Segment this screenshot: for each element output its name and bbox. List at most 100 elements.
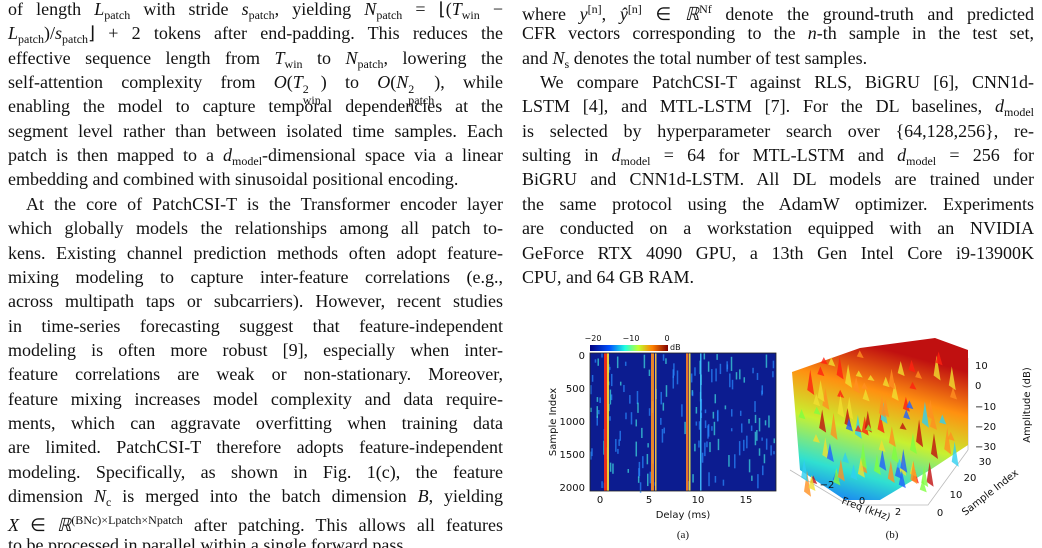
- heatmap-cell: [715, 368, 717, 382]
- text-run: ℝ: [684, 4, 700, 24]
- surface-facet: [948, 366, 956, 391]
- text-run: −: [479, 0, 503, 19]
- heatmap-cell: [711, 426, 713, 431]
- heatmap-cell: [773, 438, 776, 444]
- heatmap-stripe: [689, 353, 691, 491]
- text-run: d: [611, 145, 621, 166]
- heatmap-cell: [694, 443, 696, 452]
- heatmap-stripe: [604, 353, 607, 491]
- x-axis-label: Delay (ms): [656, 510, 711, 521]
- heatmap-cell: [698, 421, 701, 430]
- text-run: (: [286, 72, 293, 93]
- text-run: effective sequence length from: [8, 47, 275, 68]
- text-run: CPU, and 64 GB RAM.: [522, 266, 695, 287]
- heatmap-cell: [695, 421, 698, 426]
- x-tick-label: 10: [692, 495, 705, 506]
- surface-facet: [888, 368, 896, 390]
- heatmap-cell: [623, 384, 625, 393]
- text-run: model: [906, 154, 937, 169]
- heatmap-stripe: [607, 353, 609, 491]
- surface-facet: [898, 470, 906, 489]
- text-line: modeling is often more robust [9], espec…: [8, 338, 503, 362]
- surface-facet: [926, 461, 934, 487]
- text-run: At the core of PatchCSI-T is the Transfo…: [26, 193, 503, 214]
- heatmap-cell: [754, 431, 757, 446]
- heatmap-cell: [730, 356, 733, 371]
- text-run: BiGRU and CNN1d-LSTM. All DL models are …: [522, 169, 1034, 190]
- text-run: N: [396, 72, 409, 93]
- text-line: the same protocol using the AdamW optimi…: [522, 192, 1034, 216]
- text-run: ) to: [320, 72, 378, 93]
- heatmap-cell: [703, 353, 706, 360]
- heatmap-cell: [761, 437, 763, 441]
- z-tick-label: −20: [975, 422, 996, 433]
- heatmap-cell: [722, 479, 725, 486]
- text-run: = ⌊(: [402, 0, 452, 19]
- surface-facet: [900, 448, 908, 473]
- text-line: is selected by hyperparameter search ove…: [522, 119, 1034, 143]
- text-run: is selected by hyperparameter search ove…: [522, 120, 1034, 141]
- text-run: model: [232, 154, 263, 169]
- heatmap-cell: [590, 385, 592, 395]
- text-run: in time-series forecasting suggest that …: [8, 315, 503, 336]
- text-line: mixing modeling to capture inter-feature…: [8, 265, 503, 289]
- colorbar-unit: dB: [670, 343, 681, 352]
- heatmap-cell: [681, 404, 683, 417]
- heatmap-cell: [734, 454, 736, 469]
- heatmap-cell: [648, 408, 651, 416]
- text-run: modeling is often more robust [9], espec…: [8, 339, 503, 360]
- heatmap-cell: [663, 427, 666, 434]
- heatmap-cell: [756, 430, 758, 441]
- text-line: We compare PatchCSI-T against RLS, BiGRU…: [540, 70, 1034, 94]
- heatmap-cell: [647, 443, 649, 448]
- text-line: feature mixing increases model complexit…: [8, 387, 503, 411]
- heatmap-cell: [615, 439, 617, 452]
- freq-tick-label: −2: [820, 480, 835, 491]
- surface-facet: [897, 361, 905, 377]
- heatmap-cell: [714, 394, 717, 404]
- heatmap-cell: [665, 358, 667, 364]
- colorbar-tick-label: −10: [623, 334, 640, 343]
- heatmap-cell: [743, 377, 746, 383]
- colorbar-tick-label: −20: [585, 334, 602, 343]
- surface-facet: [906, 400, 914, 410]
- heatmap-cell: [731, 409, 733, 417]
- heatmap-cell: [709, 442, 711, 453]
- surface-plot: [789, 338, 969, 506]
- surface-facet: [833, 467, 841, 486]
- text-line: LSTM [4], and MTL-LSTM [7]. For the DL b…: [522, 94, 1034, 119]
- text-run: d: [995, 96, 1004, 117]
- surface-facet: [903, 409, 911, 420]
- y-tick-label: 2000: [560, 483, 585, 494]
- surface-facet: [935, 351, 943, 366]
- heatmap-cell: [746, 435, 748, 449]
- text-run: ,: [601, 4, 620, 24]
- text-run: feature correlations are weak or non-sta…: [8, 364, 503, 385]
- surface-facet: [798, 409, 806, 420]
- colorbar-tick-label: 0: [664, 334, 669, 343]
- heatmap-cell: [590, 451, 592, 460]
- surface-facet: [862, 389, 870, 402]
- heatmap-cell: [594, 359, 597, 363]
- surface-facet: [910, 460, 918, 485]
- surface-facet: [845, 364, 853, 388]
- text-line: patch is then mapped to a dmodel-dimensi…: [8, 143, 503, 169]
- sample-tick-label: 20: [964, 473, 977, 484]
- text-run: s: [241, 0, 249, 19]
- z-tick-label: 0: [975, 381, 981, 392]
- heatmap-cell: [748, 418, 750, 424]
- surface-facet: [865, 424, 873, 432]
- heatmap-cell: [639, 482, 642, 493]
- text-run: [n]: [627, 2, 642, 16]
- heatmap-cell: [619, 430, 621, 441]
- text-run: is merged into the batch dimension: [111, 486, 418, 506]
- text-run: (: [390, 72, 397, 93]
- surface-facet: [944, 427, 952, 455]
- text-run: to be processed in parallel within a sin…: [8, 534, 408, 548]
- heatmap-cell: [662, 354, 665, 361]
- surface-facet: [861, 382, 869, 390]
- surface-facet: [887, 460, 895, 483]
- surface-facet: [856, 350, 864, 359]
